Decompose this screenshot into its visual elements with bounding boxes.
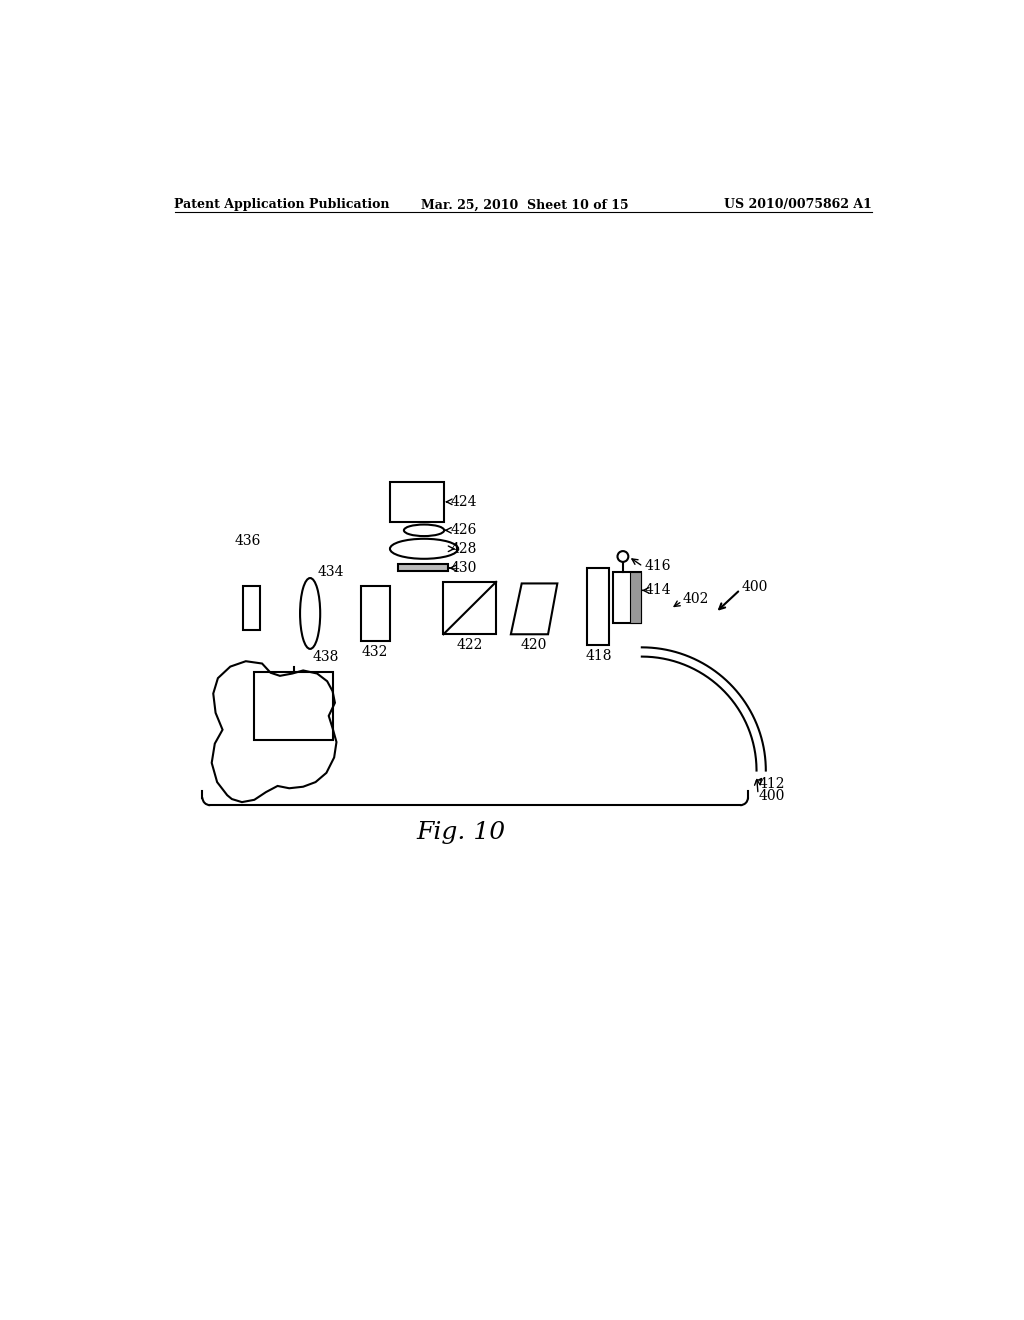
Text: Mar. 25, 2010  Sheet 10 of 15: Mar. 25, 2010 Sheet 10 of 15 xyxy=(421,198,629,211)
Text: 402: 402 xyxy=(683,591,710,606)
Bar xyxy=(243,586,260,631)
Text: 422: 422 xyxy=(457,638,483,652)
Text: 438: 438 xyxy=(312,651,339,664)
Text: 412: 412 xyxy=(758,777,784,792)
Bar xyxy=(254,672,334,739)
Text: Fig. 10: Fig. 10 xyxy=(417,821,506,845)
Bar xyxy=(360,586,390,642)
Text: 400: 400 xyxy=(758,789,784,803)
Bar xyxy=(613,572,641,623)
Text: 436: 436 xyxy=(234,535,261,548)
Bar xyxy=(587,568,608,645)
Text: 432: 432 xyxy=(362,645,388,659)
Text: 400: 400 xyxy=(741,581,768,594)
Bar xyxy=(631,572,641,623)
Text: 416: 416 xyxy=(645,558,671,573)
Text: US 2010/0075862 A1: US 2010/0075862 A1 xyxy=(724,198,872,211)
Text: 434: 434 xyxy=(317,565,344,579)
Text: 414: 414 xyxy=(645,583,672,598)
Text: 424: 424 xyxy=(451,495,477,508)
Bar xyxy=(443,582,496,635)
Text: 430: 430 xyxy=(451,561,477,576)
Text: 420: 420 xyxy=(521,638,547,652)
Bar xyxy=(397,564,449,572)
Text: 428: 428 xyxy=(451,541,477,556)
Bar xyxy=(390,482,444,521)
Text: 418: 418 xyxy=(586,649,612,663)
Text: 426: 426 xyxy=(451,523,477,537)
Text: Patent Application Publication: Patent Application Publication xyxy=(174,198,390,211)
